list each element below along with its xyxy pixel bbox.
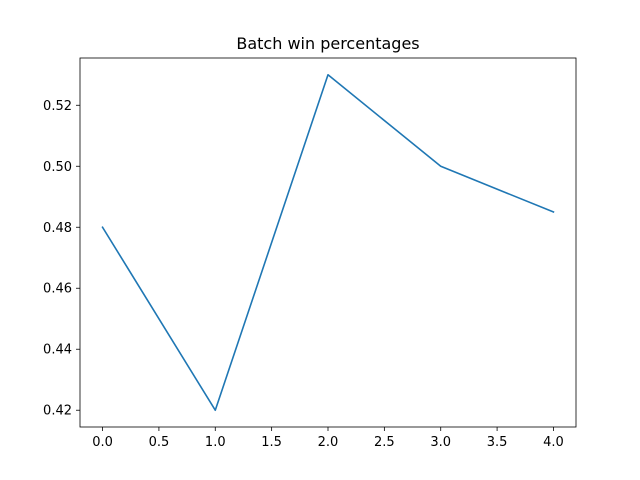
chart-title: Batch win percentages — [236, 34, 419, 53]
y-tick-label: 0.42 — [43, 404, 72, 419]
x-tick-label: 1.5 — [261, 435, 282, 450]
x-tick-label: 0.5 — [149, 435, 170, 450]
x-tick-label: 3.0 — [430, 435, 451, 450]
x-tick-label: 1.0 — [205, 435, 226, 450]
y-tick-label: 0.50 — [43, 160, 72, 175]
y-tick-label: 0.46 — [43, 282, 72, 297]
x-tick-label: 4.0 — [543, 435, 564, 450]
y-tick-label: 0.44 — [43, 343, 72, 358]
plot-area: 0.0 0.5 1.0 1.5 2.0 2.5 3.0 3.5 4.0 0.42 0.44 0.46 0… — [43, 57, 577, 450]
x-tick-label: 2.5 — [374, 435, 395, 450]
x-tick-label: 2.0 — [318, 435, 339, 450]
x-tick-label: 0.0 — [92, 435, 113, 450]
x-tick-label: 3.5 — [487, 435, 508, 450]
y-tick-label: 0.52 — [43, 99, 72, 114]
y-tick-label: 0.48 — [43, 221, 72, 236]
